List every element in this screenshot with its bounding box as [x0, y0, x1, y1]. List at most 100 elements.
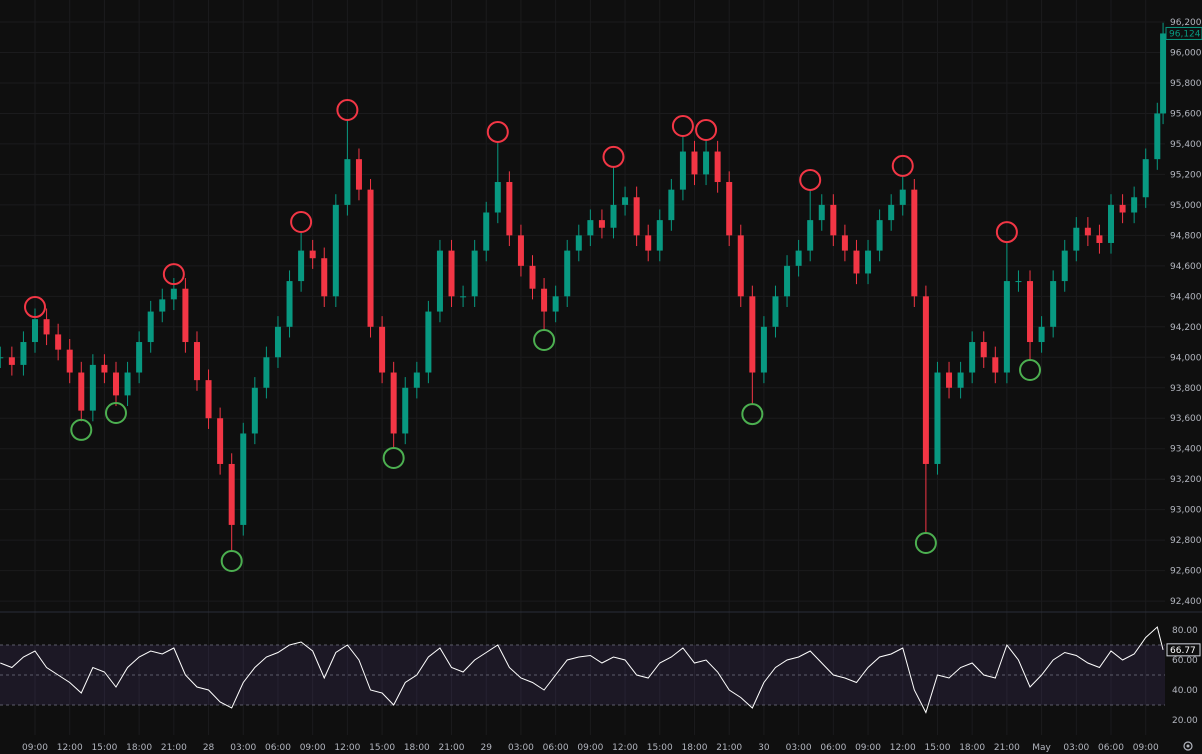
price-tick-label: 93,400: [1170, 445, 1202, 455]
candles: [0, 22, 1167, 551]
swing-high-marker: [891, 154, 914, 177]
time-tick-label: 06:00: [820, 743, 846, 753]
swing-low-marker: [914, 531, 937, 554]
candle-body: [610, 204, 617, 228]
candle-body: [89, 364, 96, 411]
settings-gear-icon[interactable]: [1183, 741, 1193, 751]
rsi-axis[interactable]: 20.00 40.00 60.00 80.00 66.77: [1166, 626, 1201, 726]
candle-body: [529, 265, 536, 289]
price-tick-label: 95,000: [1170, 201, 1202, 211]
time-tick-label: 21:00: [161, 743, 187, 753]
candle-body: [228, 463, 235, 525]
time-tick-label: 06:00: [543, 743, 569, 753]
candle-body: [564, 250, 571, 297]
price-tick-label: 95,600: [1170, 109, 1202, 119]
candle-body: [344, 159, 351, 205]
price-axis[interactable]: 92,400 92,600 92,800 93,000 93,200 93,400 93,6…: [1165, 18, 1202, 607]
swing-high-marker: [695, 118, 718, 141]
candle-body: [865, 250, 872, 274]
candle-body: [390, 372, 397, 434]
candle-body: [1038, 326, 1045, 343]
time-tick-label: 15:00: [924, 743, 950, 753]
candle-body: [1119, 204, 1126, 213]
time-tick-label: 12:00: [334, 743, 360, 753]
candle-body: [1073, 227, 1080, 251]
candle-body: [1096, 235, 1103, 243]
time-axis[interactable]: 09:00 12:00 15:00 18:00 21:00 28 03:00 06:00 09:…: [22, 743, 1159, 753]
candle-body: [934, 372, 941, 464]
candle-body: [251, 387, 258, 434]
time-tick-label: 18:00: [126, 743, 152, 753]
candle-body: [679, 151, 686, 190]
time-tick-label: 12:00: [57, 743, 83, 753]
rsi-last-value-box: [1166, 643, 1201, 657]
candle-body: [263, 357, 270, 388]
candle-body: [807, 220, 814, 251]
candle-body: [159, 299, 166, 312]
rsi-tick-label: 40.00: [1172, 686, 1198, 696]
candle-body: [749, 296, 756, 373]
candle-body: [20, 342, 27, 365]
candle-body: [876, 220, 883, 251]
rsi-pane: [0, 626, 1165, 714]
time-tick-label: 12:00: [612, 743, 638, 753]
swing-high-marker: [24, 296, 46, 319]
candle-body: [8, 357, 15, 365]
rsi-tick-label: 60.00: [1172, 656, 1198, 666]
candle-body: [911, 189, 918, 297]
swing-high-marker: [602, 145, 625, 168]
rsi-last-value-label: 66.77: [1170, 646, 1196, 656]
price-tick-label: 93,200: [1170, 475, 1202, 485]
time-tick-label: 21:00: [994, 743, 1020, 753]
candle-body: [772, 296, 779, 327]
price-tick-label: 95,200: [1170, 170, 1202, 180]
price-tick-label: 93,600: [1170, 414, 1202, 424]
candle-body: [182, 288, 189, 343]
swing-markers: [24, 98, 1042, 572]
candle-body: [714, 151, 721, 183]
time-tick-label: 06:00: [1098, 743, 1124, 753]
candle-body: [517, 235, 524, 266]
price-tick-label: 94,400: [1170, 292, 1202, 302]
candle-body: [147, 311, 154, 343]
swing-high-marker: [290, 211, 313, 234]
candle-body: [737, 235, 744, 297]
swing-low-marker: [382, 446, 405, 469]
candle-body: [552, 296, 559, 312]
time-tick-label: 03:00: [230, 743, 256, 753]
time-tick-label: 18:00: [404, 743, 430, 753]
candle-body: [298, 250, 305, 282]
swing-high-marker: [671, 114, 694, 137]
swing-low-marker: [70, 418, 93, 441]
candle-body: [1131, 197, 1138, 213]
candle-body: [309, 250, 316, 259]
price-tick-label: 96,200: [1170, 18, 1202, 28]
time-tick-label: 18:00: [959, 743, 985, 753]
price-tick-label: 95,400: [1170, 140, 1202, 150]
candle-body: [784, 265, 791, 297]
time-tick-label: 09:00: [855, 743, 881, 753]
time-tick-label: 03:00: [1063, 743, 1089, 753]
candle-body: [1050, 281, 1057, 327]
swing-low-marker: [1019, 359, 1042, 382]
candle-body: [66, 349, 73, 373]
swing-high-marker: [995, 221, 1018, 244]
time-tick-label: 15:00: [91, 743, 117, 753]
candle-body: [830, 204, 837, 236]
time-tick-label: 29: [481, 743, 493, 753]
candle-body: [101, 364, 108, 373]
candle-body: [379, 326, 386, 373]
price-tick-label: 94,000: [1170, 353, 1202, 363]
candle-body: [1084, 227, 1091, 236]
candle-body: [598, 220, 605, 228]
candle-body: [286, 281, 293, 327]
candle-body: [691, 151, 698, 175]
candle-body: [899, 189, 906, 205]
candle-body: [483, 212, 490, 251]
candle-body: [55, 334, 62, 350]
last-price-label: 96,124.9: [1169, 29, 1202, 39]
candle-body: [818, 204, 825, 221]
price-tick-label: 94,800: [1170, 231, 1202, 241]
candle-body: [992, 357, 999, 373]
